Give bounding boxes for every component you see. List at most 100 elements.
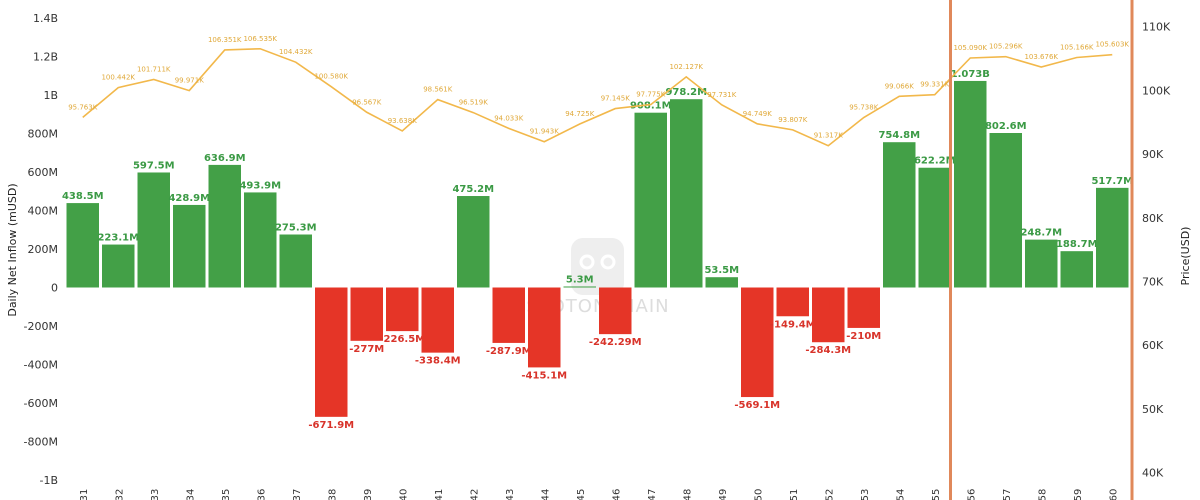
y-tick-label: 1B [43,89,58,102]
x-tick-label: 33 [150,489,161,500]
bar-value-label: 275.3M [275,223,317,234]
bar-value-label: 517.7M [1091,176,1133,187]
bar [421,287,454,353]
bar-value-label: -226.5M [379,334,425,345]
logo-eye-left [579,254,595,270]
x-tick-label: 58 [1037,489,1048,500]
bar-value-label: -415.1M [521,370,567,381]
x-tick-label: 37 [292,489,303,500]
y2-tick-label: 110K [1142,21,1171,34]
x-tick-label: 54 [895,489,906,500]
y2-axis-title: Price(USD) [1179,227,1192,286]
price-point-label: 101.711K [137,66,171,74]
bar [350,287,383,341]
y-tick-label: -400M [24,359,58,372]
bar-value-label: 223.1M [97,233,139,244]
logo-eye-right [600,254,616,270]
y-tick-label: 1.2B [33,51,58,64]
price-point-label: 95.738K [849,104,878,112]
bar [1025,239,1058,288]
price-point-label: 97.145K [601,95,630,103]
y-tick-label: 600M [28,166,59,179]
bar [279,234,312,288]
bar-value-label: 493.9M [239,180,281,191]
y2-tick-label: 60K [1142,339,1164,352]
y-axis-title: Daily Net Inflow (mUSD) [6,183,19,316]
price-point-label: 105.296K [989,43,1023,51]
price-point-label: 105.603K [1095,41,1129,49]
price-point-label: 91.943K [530,128,559,136]
x-tick-label: 53 [860,489,871,500]
x-tick-label: 48 [682,489,693,500]
x-tick-label: 40 [398,489,409,500]
price-point-label: 94.033K [494,114,523,122]
price-point-label: 93.807K [778,116,807,124]
bar-value-label: -671.9M [308,420,354,431]
bar-value-label: -338.4M [415,356,461,367]
x-tick-label: 60 [1108,489,1119,500]
price-point-label: 96.519K [459,99,488,107]
bar [989,132,1022,288]
bars-layer: 438.5M 223.1M 597.5M 428.9M 636.9M 493.9M 275.… [62,69,1133,431]
bar [66,203,99,288]
bar-value-label: 248.7M [1020,228,1062,239]
price-point-label: 97.731K [707,91,736,99]
x-tick-label: 50 [753,489,764,500]
bar [457,196,490,288]
price-point-label: 95.763K [68,103,97,111]
watermark: SPOTONCHAIN [526,238,669,317]
y2-tick-label: 40K [1142,467,1164,480]
y-tick-label: -1B [39,474,58,487]
bar [812,287,845,343]
y-tick-label: -200M [24,320,58,333]
bar [847,287,880,328]
bar-value-label: 802.6M [985,121,1027,132]
bar [918,167,951,288]
y2-tick-label: 90K [1142,148,1164,161]
price-point-label: 106.535K [243,35,277,43]
bar-value-label: 597.5M [133,160,175,171]
x-tick-label: 45 [576,489,587,500]
bar-value-label: 438.5M [62,191,104,202]
price-point-label: 99.331K [920,81,949,89]
bar [528,287,561,368]
bar-value-label: 754.8M [878,130,920,141]
x-tick-label: 41 [434,489,445,500]
bar [776,287,809,317]
bar [173,204,206,288]
bar-value-label: -569.1M [734,400,780,411]
bar-value-label: 53.5M [704,265,739,276]
price-point-label: 100.442K [101,74,135,82]
price-point-label: 100.580K [314,73,348,81]
y2-tick-label: 50K [1142,403,1164,416]
y2-tick-label: 100K [1142,84,1171,97]
bar [1060,251,1093,288]
y-tick-label: -600M [24,397,58,410]
bar-value-label: 636.9M [204,153,246,164]
x-tick-label: 39 [363,489,374,500]
y2-tick-label: 80K [1142,212,1164,225]
bar-value-label: -284.3M [805,345,851,356]
price-point-label: 91.317K [814,132,843,140]
price-point-label: 99.066K [885,82,914,90]
price-point-label: 94.749K [743,110,772,118]
x-tick-label: 49 [718,489,729,500]
highlight-layer [949,0,1134,500]
y-tick-label: 400M [28,205,59,218]
bar [563,286,596,288]
x-tick-label: 32 [114,489,125,500]
bar-value-label: 5.3M [566,274,594,285]
x-tick-label: 57 [1002,489,1013,500]
bar-value-label: 475.2M [452,184,494,195]
axes-layer: -1B -800M -600M -400M -200M 0 200M 400M 600M 800M… [6,12,1192,500]
bar-value-label: 908.1M [630,101,672,112]
y-tick-label: 1.4B [33,12,58,25]
bar-value-label: -287.9M [486,346,532,357]
bar [741,287,774,398]
bar-value-label: -242.29M [589,337,642,348]
x-tick-label: 34 [185,489,196,500]
bar-value-label: 1.073B [951,69,990,80]
price-point-label: 106.351K [208,36,242,44]
x-tick-label: 51 [789,489,800,500]
